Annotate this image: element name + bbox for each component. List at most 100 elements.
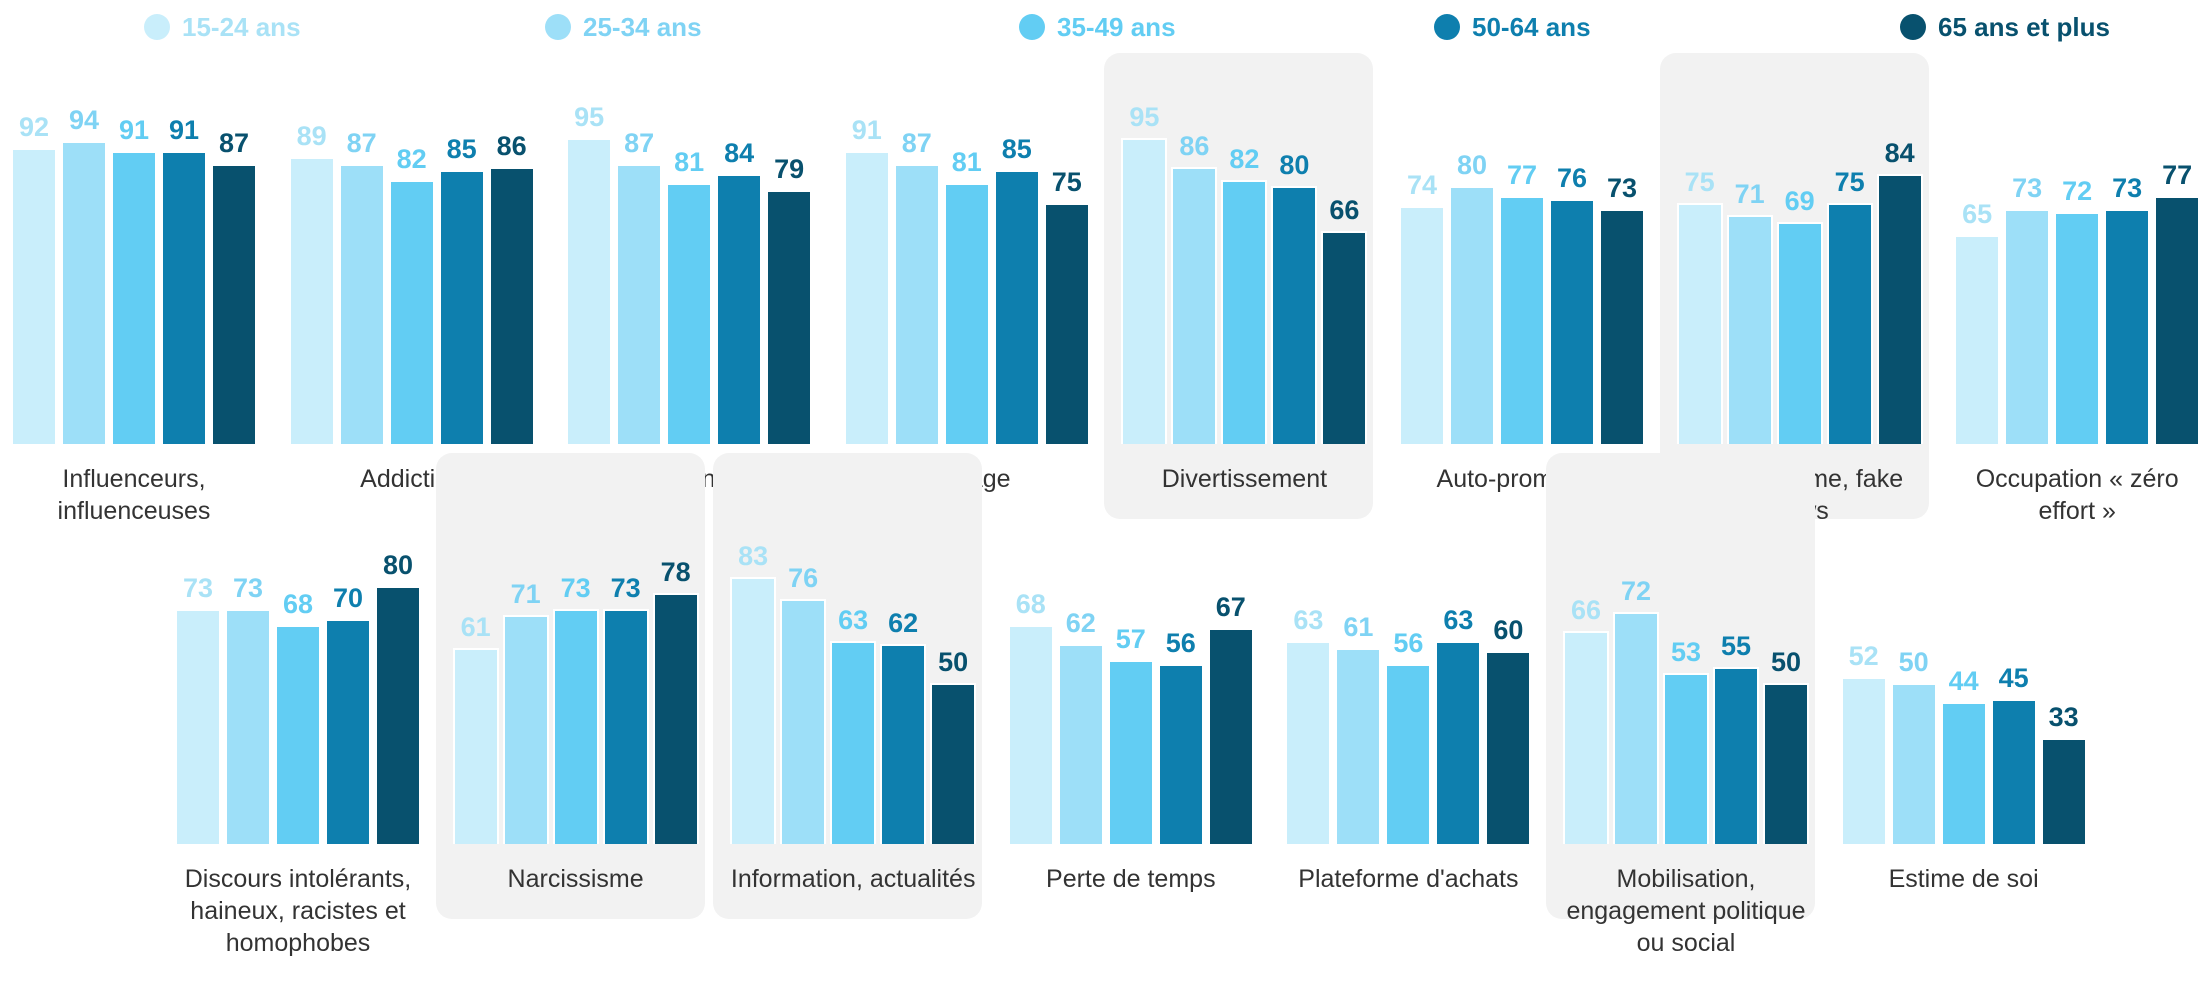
bar [2054, 212, 2101, 444]
value-label: 72 [2062, 176, 2093, 207]
value-label: 95 [574, 102, 605, 133]
value-label: 71 [1734, 179, 1765, 210]
value-label: 80 [1456, 150, 1488, 181]
value-label: 57 [1115, 624, 1146, 655]
bar [452, 647, 499, 844]
category-label: Information, actualités [730, 865, 976, 893]
value-label: 65 [1962, 198, 1993, 229]
legend-marker [545, 14, 571, 40]
bar [730, 576, 777, 844]
value-label: 85 [446, 134, 477, 165]
value-label: 75 [1684, 166, 1715, 197]
value-label: 81 [674, 147, 705, 178]
value-label: 92 [18, 111, 50, 142]
value-label: 89 [296, 121, 327, 152]
value-label: 63 [1443, 605, 1474, 636]
category-label: Occupation « zéro effort » [1975, 465, 2179, 525]
value-label: 61 [1343, 611, 1374, 642]
legend-label: 65 ans et plus [1938, 12, 2110, 42]
bar [1435, 641, 1482, 844]
legend-marker [1019, 14, 1045, 40]
value-label: 62 [888, 608, 919, 639]
value-label: 82 [396, 143, 427, 174]
bar [1485, 650, 1532, 844]
value-label: 91 [168, 114, 200, 145]
value-label: 68 [1015, 589, 1046, 620]
bar [488, 167, 535, 444]
value-label: 55 [1720, 630, 1752, 661]
bar [1449, 186, 1495, 444]
category-label: Divertissement [1161, 465, 1328, 493]
bar [11, 147, 57, 444]
category-label: Estime de soi [1888, 865, 2039, 893]
bar [716, 173, 763, 444]
value-label: 73 [182, 572, 214, 603]
bar [843, 150, 890, 444]
bar [1676, 202, 1723, 444]
value-label: 87 [346, 127, 377, 158]
value-label: 56 [1393, 627, 1424, 658]
category-label: Narcissisme [507, 865, 644, 893]
bar [1121, 138, 1168, 444]
value-label: 86 [496, 131, 527, 162]
bar [388, 179, 435, 444]
bar [61, 141, 107, 444]
value-label: 94 [68, 105, 100, 136]
value-label: 73 [2112, 172, 2143, 203]
value-label: 73 [2012, 172, 2043, 203]
value-label: 60 [1493, 614, 1524, 645]
value-label: 87 [901, 127, 932, 158]
value-label: 83 [738, 540, 769, 571]
value-label: 78 [660, 556, 691, 587]
bar [880, 644, 927, 844]
bar [893, 163, 940, 444]
bar [566, 138, 613, 444]
value-label: 80 [382, 550, 414, 581]
bar [1990, 699, 2037, 844]
value-label: 61 [460, 611, 491, 642]
value-label: 85 [1001, 134, 1032, 165]
value-label: 44 [1948, 666, 1979, 697]
value-label: 52 [1848, 640, 1879, 671]
value-label: 33 [2048, 701, 2079, 732]
value-label: 68 [282, 589, 314, 620]
bar [1271, 186, 1318, 444]
value-label: 73 [1606, 172, 1638, 203]
bar [275, 625, 321, 844]
bar [1043, 202, 1090, 444]
legend-marker [1900, 14, 1926, 40]
value-label: 84 [1884, 137, 1915, 168]
category-label: Discours intolérants, haineux, racistes … [184, 865, 412, 957]
value-label: 50 [938, 647, 969, 677]
bar [616, 163, 663, 444]
value-label: 69 [1784, 185, 1815, 216]
value-label: 70 [332, 582, 364, 613]
bar [325, 618, 371, 844]
category-label: Influenceurs, influenceuses [57, 465, 211, 525]
bar [943, 183, 990, 444]
value-label: 66 [1570, 595, 1602, 626]
bar [225, 608, 271, 844]
bar [2154, 196, 2198, 444]
bar [2040, 737, 2087, 844]
legend-label: 25-34 ans [583, 12, 702, 42]
bar [1826, 202, 1873, 444]
bar [1335, 647, 1382, 844]
legend-marker [1434, 14, 1460, 40]
value-label: 81 [951, 147, 982, 178]
bar [1285, 641, 1332, 844]
category-label: Mobilisation, engagement politique ou so… [1566, 865, 1806, 957]
bar [1599, 208, 1645, 444]
bar [438, 170, 485, 444]
bar [1940, 702, 1987, 844]
legend-label: 50-64 ans [1472, 12, 1591, 42]
value-label: 80 [1279, 150, 1310, 181]
legend-label: 15-24 ans [182, 12, 301, 42]
bar [2004, 208, 2051, 444]
value-label: 77 [2162, 160, 2193, 191]
bar [1157, 663, 1204, 844]
bar [1399, 205, 1445, 444]
bar [1207, 628, 1254, 844]
value-label: 63 [838, 605, 869, 636]
